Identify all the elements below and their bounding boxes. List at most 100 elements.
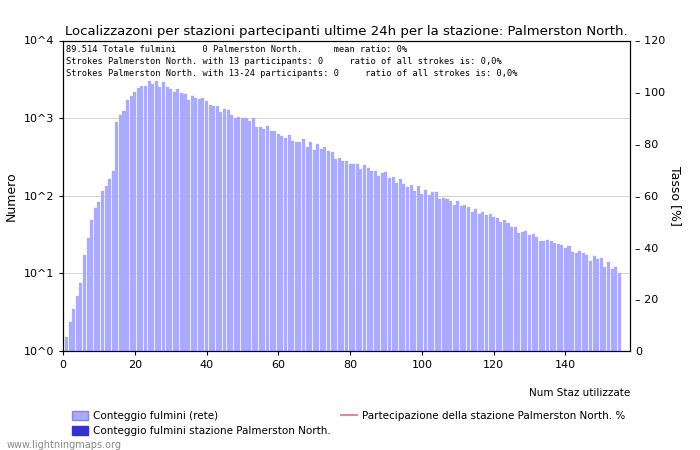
Bar — [589, 261, 592, 450]
Bar — [388, 178, 391, 450]
Bar — [553, 243, 556, 450]
Bar — [550, 241, 552, 450]
Bar — [345, 161, 348, 450]
Bar — [133, 92, 136, 450]
Bar — [352, 164, 355, 450]
Bar — [256, 126, 258, 450]
Bar — [202, 98, 204, 450]
Bar — [248, 121, 251, 450]
Bar — [176, 89, 179, 450]
Bar — [190, 96, 194, 450]
Bar — [104, 186, 108, 450]
Bar — [467, 207, 470, 450]
Bar — [524, 230, 528, 450]
Text: Num Staz utilizzate: Num Staz utilizzate — [528, 388, 630, 398]
Bar — [431, 192, 434, 450]
Bar — [546, 240, 549, 450]
Bar — [216, 106, 219, 450]
Bar — [381, 173, 384, 450]
Bar — [460, 206, 463, 450]
Bar — [205, 101, 208, 450]
Bar — [474, 209, 477, 450]
Text: www.lightningmaps.org: www.lightningmaps.org — [7, 440, 122, 450]
Bar — [309, 142, 312, 450]
Bar — [284, 138, 287, 450]
Bar — [112, 171, 115, 450]
Bar — [593, 256, 596, 450]
Bar — [575, 252, 577, 450]
Bar — [69, 322, 71, 450]
Bar — [536, 237, 538, 450]
Bar — [158, 87, 162, 450]
Bar — [323, 147, 326, 450]
Bar — [614, 267, 617, 450]
Bar — [391, 177, 395, 450]
Bar — [603, 267, 606, 450]
Bar — [94, 207, 97, 450]
Text: 89.514 Totale fulmini     0 Palmerston North.      mean ratio: 0%
Strokes Palmer: 89.514 Totale fulmini 0 Palmerston North… — [66, 45, 517, 78]
Bar — [435, 192, 438, 450]
Bar — [327, 151, 330, 450]
Bar — [531, 234, 535, 450]
Bar — [413, 191, 416, 450]
Bar — [384, 172, 388, 450]
Bar — [276, 134, 280, 450]
Bar — [489, 214, 491, 450]
Bar — [148, 81, 150, 450]
Bar — [410, 185, 412, 450]
Bar — [79, 284, 83, 450]
Bar — [528, 235, 531, 450]
Bar — [209, 105, 211, 450]
Bar — [542, 241, 545, 450]
Bar — [399, 180, 402, 450]
Bar — [539, 241, 542, 450]
Bar — [600, 258, 603, 450]
Bar — [406, 187, 409, 450]
Bar — [568, 246, 570, 450]
Bar — [151, 84, 154, 450]
Bar — [162, 82, 165, 450]
Bar — [510, 227, 513, 450]
Bar — [424, 190, 427, 450]
Bar — [610, 270, 614, 450]
Title: Localizzazoni per stazioni partecipanti ultime 24h per la stazione: Palmerston N: Localizzazoni per stazioni partecipanti … — [65, 25, 628, 38]
Bar — [227, 110, 230, 450]
Bar — [359, 169, 363, 450]
Bar — [266, 126, 269, 450]
Bar — [507, 224, 510, 450]
Bar — [195, 98, 197, 450]
Bar — [116, 122, 118, 450]
Y-axis label: Numero: Numero — [5, 171, 18, 220]
Bar — [126, 100, 129, 450]
Bar — [456, 201, 459, 450]
Bar — [499, 222, 503, 450]
Bar — [349, 164, 351, 450]
Bar — [180, 93, 183, 450]
Bar — [363, 165, 366, 450]
Bar — [219, 112, 223, 450]
Bar — [298, 142, 302, 450]
Bar — [122, 111, 125, 450]
Bar — [136, 88, 140, 450]
Bar — [144, 86, 147, 450]
Bar — [108, 179, 111, 450]
Bar — [617, 273, 621, 450]
Y-axis label: Tasso [%]: Tasso [%] — [668, 166, 682, 226]
Bar — [90, 220, 93, 450]
Bar — [517, 233, 520, 450]
Bar — [420, 194, 424, 450]
Bar — [130, 96, 133, 450]
Bar — [198, 99, 201, 450]
Bar — [155, 81, 158, 450]
Bar — [288, 135, 290, 450]
Bar — [521, 232, 524, 450]
Bar — [342, 161, 344, 450]
Bar — [223, 109, 226, 450]
Bar — [585, 255, 589, 450]
Bar — [302, 140, 305, 450]
Bar — [173, 92, 176, 450]
Bar — [183, 94, 186, 450]
Bar — [374, 171, 377, 450]
Bar — [320, 149, 323, 450]
Bar — [463, 204, 466, 450]
